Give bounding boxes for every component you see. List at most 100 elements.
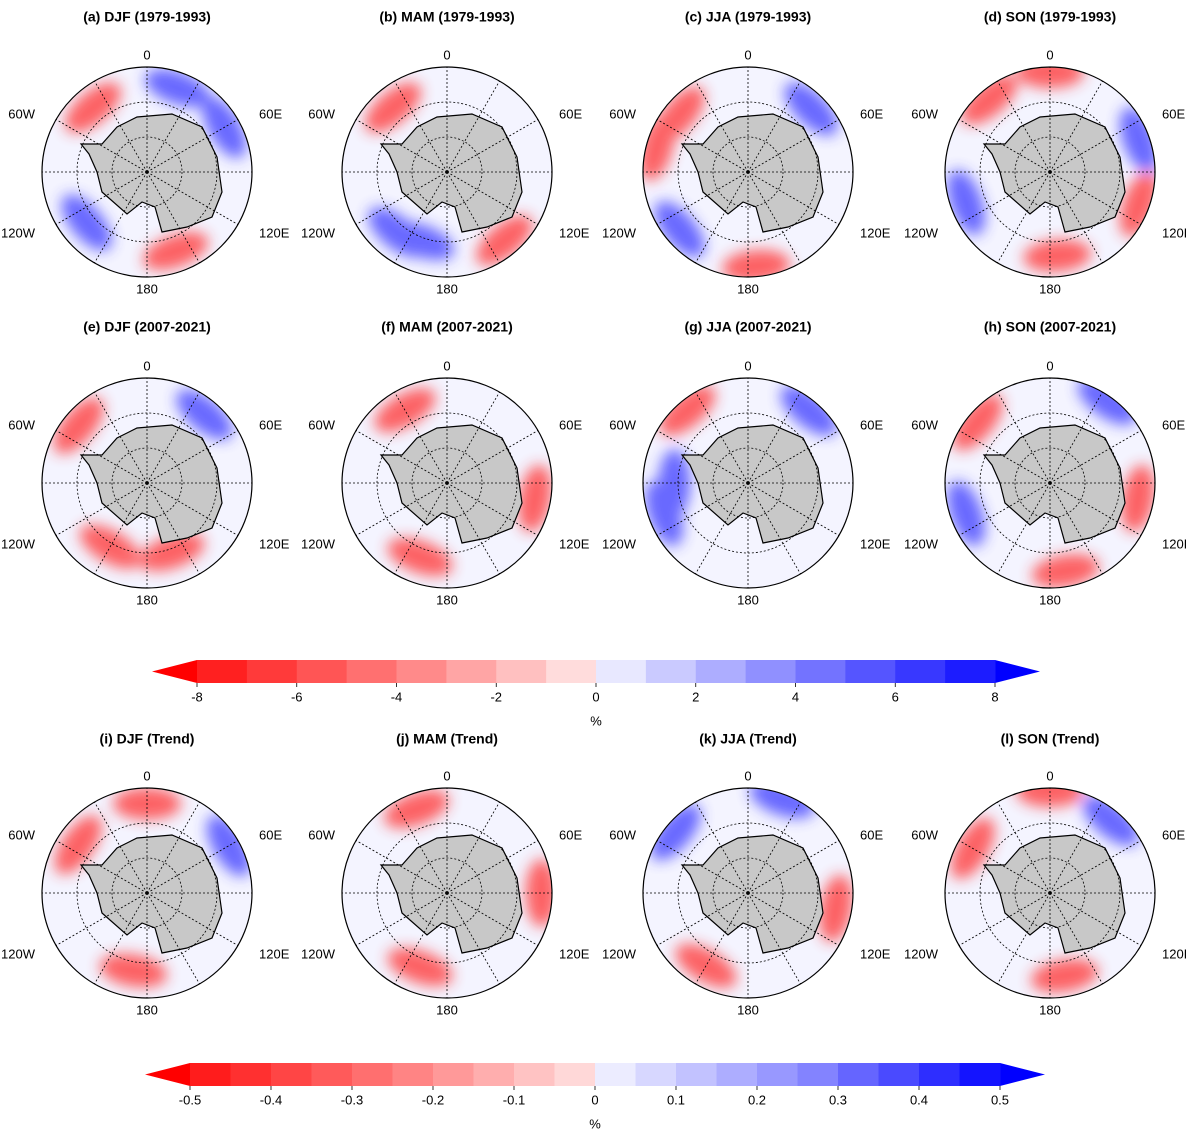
meridian — [997, 80, 1051, 173]
meridian — [747, 119, 840, 173]
anomaly-blob — [387, 537, 453, 577]
colorbar-tick-label: 0 — [592, 689, 599, 704]
anomaly-blob — [206, 815, 251, 877]
meridian — [958, 482, 1051, 536]
map-border — [341, 377, 553, 589]
colorbar-box — [797, 1063, 839, 1086]
meridian — [1049, 430, 1142, 484]
colorbar-over — [995, 660, 1040, 683]
longitude-label: 180 — [737, 281, 759, 296]
meridian — [146, 840, 239, 894]
meridian — [1049, 482, 1142, 536]
colorbar-tick-label: 0.5 — [991, 1092, 1009, 1107]
meridian — [1049, 80, 1103, 173]
antarctica — [79, 113, 223, 233]
meridian — [446, 80, 500, 173]
panel-title: (b) MAM (1979-1993) — [379, 9, 514, 25]
panel-title: (l) SON (Trend) — [1001, 731, 1100, 747]
map — [42, 67, 252, 277]
meridian — [1049, 892, 1103, 985]
longitude-label: 60E — [1162, 417, 1185, 432]
meridian — [94, 801, 148, 894]
meridian — [355, 840, 448, 894]
longitude-label: 0 — [1046, 768, 1053, 783]
colorbar-tick-label: -0.1 — [503, 1092, 525, 1107]
colorbar-box — [959, 1063, 1001, 1086]
meridian — [394, 892, 448, 985]
meridian — [695, 171, 749, 264]
colorbar-tick-label: 0.3 — [829, 1092, 847, 1107]
anomaly-blob — [650, 804, 701, 861]
meridian — [997, 171, 1051, 264]
longitude-label: 120W — [602, 225, 637, 240]
longitude-label: 60W — [911, 106, 938, 121]
anomaly-blob — [1031, 554, 1100, 588]
anomaly-blob — [961, 74, 1018, 125]
meridian — [146, 171, 200, 264]
colorbar-box — [757, 1063, 798, 1086]
map — [342, 788, 552, 998]
panel-title: (a) DJF (1979-1993) — [83, 9, 211, 25]
longitude-label: 60E — [860, 417, 883, 432]
meridian — [747, 801, 801, 894]
meridian — [446, 482, 500, 575]
colorbar-tick-label: -4 — [391, 689, 403, 704]
anomaly-field — [374, 388, 552, 577]
colorbar-box — [246, 660, 298, 683]
longitude-label: 120W — [301, 536, 336, 551]
colorbar-box — [352, 1063, 393, 1086]
meridian — [355, 892, 448, 946]
meridian — [656, 482, 749, 536]
anomaly-blob — [784, 82, 838, 136]
longitude-label: 60W — [308, 106, 335, 121]
map-border — [944, 66, 1156, 278]
latitude-circle — [111, 857, 183, 929]
meridian — [1049, 171, 1103, 264]
colorbar-box — [197, 660, 248, 683]
meridian — [656, 892, 749, 946]
longitude-label: 120E — [559, 225, 590, 240]
meridian — [394, 80, 448, 173]
anomaly-blob — [1023, 239, 1092, 272]
longitude-label: 120W — [602, 536, 637, 551]
map — [643, 788, 853, 998]
colorbar-box — [554, 1063, 596, 1086]
map — [42, 788, 252, 998]
meridian — [1049, 482, 1103, 575]
colorbar-box — [895, 660, 946, 683]
anomaly-blob — [819, 874, 853, 943]
anomaly-blob — [780, 385, 837, 436]
colorbar-box — [716, 1063, 758, 1086]
longitude-label: 60W — [8, 827, 35, 842]
longitude-label: 180 — [436, 592, 458, 607]
colorbar-box — [271, 1063, 312, 1086]
longitude-label: 120E — [559, 536, 590, 551]
longitude-label: 0 — [143, 358, 150, 373]
meridian — [747, 482, 801, 575]
longitude-label: 120W — [301, 225, 336, 240]
meridian — [355, 430, 448, 484]
meridian — [394, 482, 448, 575]
longitude-label: 120W — [1, 225, 36, 240]
colorbar-box — [296, 660, 348, 683]
colorbar-unit: % — [589, 1116, 601, 1131]
meridian — [446, 801, 500, 894]
latitude-circle — [712, 136, 784, 208]
map-border — [642, 787, 854, 999]
meridian — [446, 892, 500, 985]
antarctica — [680, 113, 824, 233]
longitude-label: 60W — [911, 417, 938, 432]
panel-title: (f) MAM (2007-2021) — [381, 319, 512, 335]
map — [643, 378, 853, 588]
colorbar-box — [878, 1063, 920, 1086]
meridian — [94, 391, 148, 484]
longitude-label: 120E — [1162, 946, 1186, 961]
colorbar-tick-label: 0.1 — [667, 1092, 685, 1107]
meridian — [94, 80, 148, 173]
antarctica — [79, 424, 223, 544]
colorbar-box — [676, 1063, 717, 1086]
map — [42, 378, 252, 588]
meridian — [94, 482, 148, 575]
anomaly-blob — [1077, 378, 1137, 425]
